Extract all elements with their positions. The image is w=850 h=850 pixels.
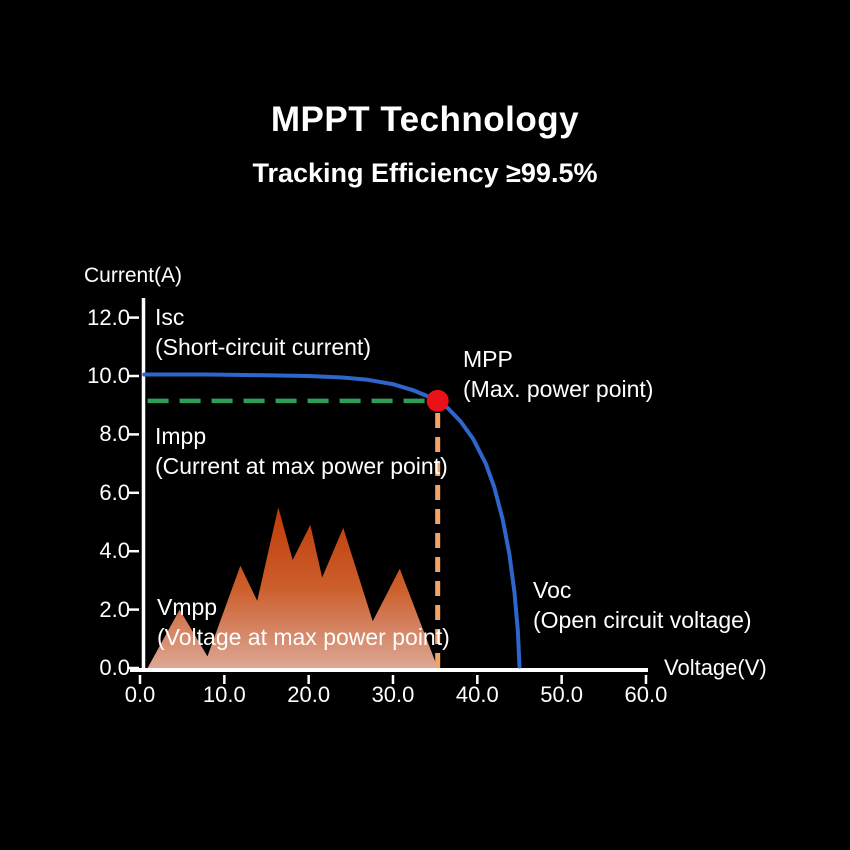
y-tick-label: 2.0 — [99, 596, 130, 622]
y-tick-label: 6.0 — [99, 479, 130, 505]
mpp-point-layer — [426, 389, 449, 412]
mpp-point-marker — [426, 389, 449, 412]
mpp-label: MPP — [463, 346, 513, 372]
y-tick-label: 4.0 — [99, 538, 130, 564]
x-tick-label: 50.0 — [540, 682, 584, 707]
mpp-description: (Max. power point) — [463, 376, 654, 402]
y-tick-label: 10.0 — [87, 363, 130, 388]
power-mountain-layer — [147, 507, 438, 668]
isc-label: Isc — [155, 304, 185, 330]
annotation-isc: Isc (Short-circuit current) — [155, 302, 371, 362]
x-tick-label: 20.0 — [287, 682, 331, 707]
voc-description: (Open circuit voltage) — [533, 607, 752, 633]
annotation-vmpp: Vmpp (Voltage at max power point) — [157, 592, 450, 652]
vmpp-description: (Voltage at max power point) — [157, 624, 450, 650]
x-tick-label: 60.0 — [624, 682, 668, 707]
y-axis-title: Current(A) — [84, 264, 183, 287]
annotation-impp: Impp (Current at max power point) — [155, 421, 448, 481]
x-tick-label: 10.0 — [202, 682, 246, 707]
y-tick-label: 8.0 — [99, 421, 130, 447]
power-mountain-shape — [147, 507, 438, 668]
guide-lines-layer — [147, 398, 441, 668]
y-tick-label: 12.0 — [87, 304, 130, 330]
page-subtitle: Tracking Efficiency ≥99.5% — [252, 158, 598, 188]
page-title: MPPT Technology — [270, 100, 580, 139]
vmpp-label: Vmpp — [157, 594, 218, 620]
x-axis-title: Voltage(V) — [664, 655, 767, 680]
annotation-voc: Voc (Open circuit voltage) — [533, 575, 752, 635]
x-tick-label: 30.0 — [371, 682, 415, 707]
isc-description: (Short-circuit current) — [155, 334, 371, 360]
y-tick-label: 0.0 — [99, 655, 130, 680]
voc-label: Voc — [533, 577, 572, 603]
impp-description: (Current at max power point) — [155, 453, 448, 479]
annotation-mpp: MPP (Max. power point) — [463, 344, 653, 404]
x-tick-label: 0.0 — [124, 682, 156, 707]
x-tick-label: 40.0 — [455, 682, 499, 707]
axes-layer — [129, 298, 648, 684]
impp-label: Impp — [155, 423, 207, 449]
